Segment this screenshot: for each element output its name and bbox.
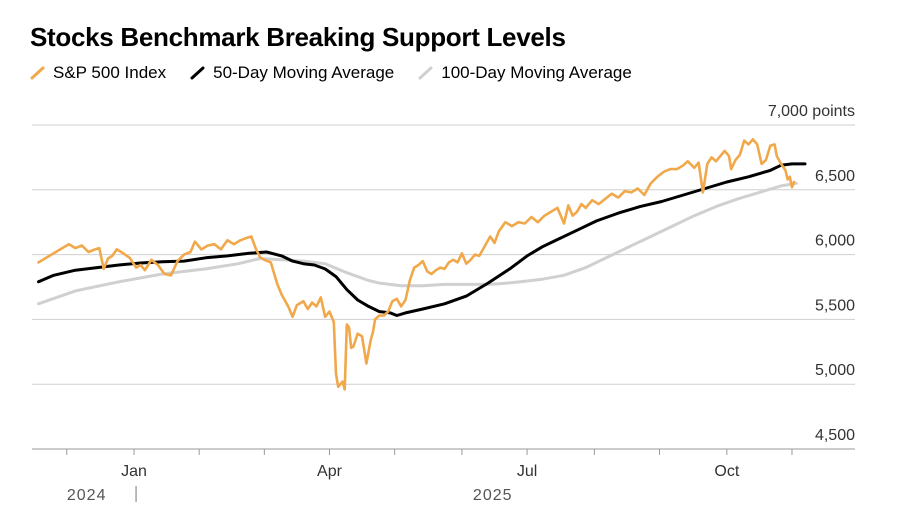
chart-legend: S&P 500 Index 50-Day Moving Average 100-… bbox=[30, 63, 656, 83]
series-line-50-day-moving-average bbox=[37, 162, 807, 317]
y-tick-label-6500: 6,500 bbox=[815, 168, 855, 185]
gridlines: 7,000 points 6,500 6,000 5,500 5,000 4,500 bbox=[32, 103, 855, 450]
legend-label-100day: 100-Day Moving Average bbox=[441, 63, 632, 82]
series-lines bbox=[37, 138, 807, 391]
year-label-2024: 2024 bbox=[67, 487, 107, 504]
y-tick-label-5500: 5,500 bbox=[815, 297, 855, 314]
y-tick-label-6000: 6,000 bbox=[815, 233, 855, 250]
x-tick-label-oct: Oct bbox=[714, 463, 739, 480]
legend-swatch-50day bbox=[190, 66, 205, 80]
legend-label-sp500: S&P 500 Index bbox=[53, 63, 167, 82]
year-label-2025: 2025 bbox=[473, 487, 513, 504]
legend-item-50day: 50-Day Moving Average bbox=[190, 63, 394, 83]
legend-item-sp500: S&P 500 Index bbox=[30, 63, 166, 83]
x-tick-label-apr: Apr bbox=[317, 463, 343, 480]
y-tick-label-5000: 5,000 bbox=[815, 362, 855, 379]
x-tick-label-jul: Jul bbox=[517, 463, 537, 480]
legend-swatch-100day bbox=[418, 66, 433, 80]
series-line-s-p-500-index bbox=[37, 138, 796, 391]
legend-label-50day: 50-Day Moving Average bbox=[213, 63, 395, 82]
x-axis: Jan Apr Jul Oct 2024 2025 bbox=[66, 449, 793, 504]
series-line-100-day-moving-average bbox=[37, 181, 798, 306]
y-tick-label-7000: 7,000 points bbox=[768, 103, 855, 120]
chart-title: Stocks Benchmark Breaking Support Levels bbox=[30, 22, 566, 52]
y-tick-label-4500: 4,500 bbox=[815, 427, 855, 444]
legend-swatch-sp500 bbox=[30, 66, 45, 80]
legend-item-100day: 100-Day Moving Average bbox=[418, 63, 632, 83]
x-tick-label-jan: Jan bbox=[121, 463, 147, 480]
